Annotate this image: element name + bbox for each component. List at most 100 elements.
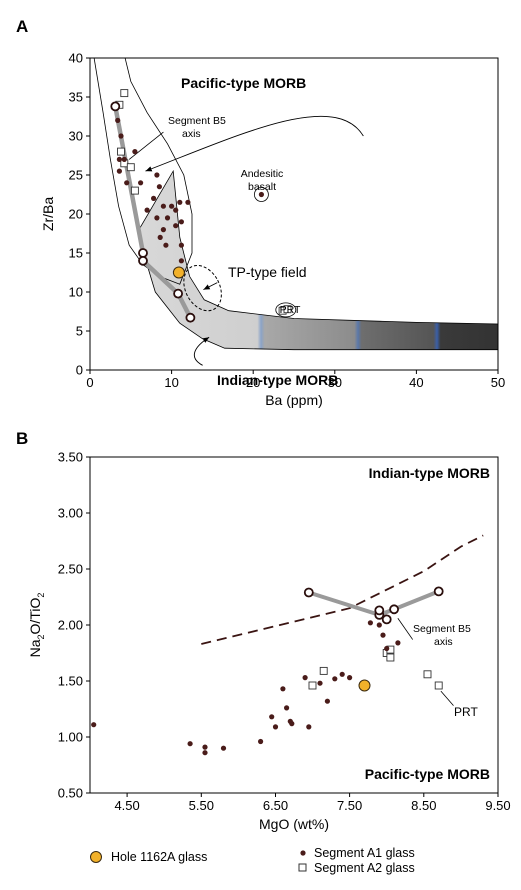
annotation-pacific-type-morb-b: Pacific-type MORB bbox=[365, 766, 490, 782]
legend-marker-a2 bbox=[298, 863, 307, 872]
panel-a-y-tick-label-25: 25 bbox=[69, 168, 83, 183]
panel-b-y-tick-label-3.00: 3.00 bbox=[58, 506, 83, 521]
panel-a-segment-a1-glass-point-0 bbox=[115, 117, 121, 123]
panel-b-x-tick-label-8.50: 8.50 bbox=[411, 798, 436, 813]
panel-a-segment-a1-glass-point-15 bbox=[160, 227, 166, 233]
panel-b-segment-a1-glass-point-18 bbox=[347, 675, 353, 681]
panel-b-y-tick-label-0.50: 0.50 bbox=[58, 786, 83, 801]
panel-b-y-tick-label-1.50: 1.50 bbox=[58, 674, 83, 689]
panel-a-segment-a1-glass-point-17 bbox=[169, 203, 175, 209]
panel-b-plot: 4.50 5.50 6.50 7.50 8.50 9.50 0.50 1.00 1.50 2.00… bbox=[58, 450, 511, 814]
annotation-segment-b5-b-2: axis bbox=[434, 636, 453, 648]
panel-a-segment-a2-glass-point-2 bbox=[117, 147, 125, 156]
panel-b-x-tick-label-4.50: 4.50 bbox=[114, 798, 139, 813]
panel-b-data-marks bbox=[91, 534, 484, 756]
panel-b-x-tick-label-6.50: 6.50 bbox=[263, 798, 288, 813]
panel-a-segment-a1-glass-point-19 bbox=[173, 223, 179, 229]
panel-a-y-tick-label-5: 5 bbox=[76, 324, 83, 339]
legend-label-a2: Segment A2 glass bbox=[314, 861, 415, 875]
panel-b-y-tick-label-3.50: 3.50 bbox=[58, 450, 83, 465]
panel-a-x-tick-label-20: 20 bbox=[246, 375, 260, 390]
segment-b5-trend-line-b bbox=[308, 589, 440, 617]
panel-a-segment-a1-glass-point-12 bbox=[154, 215, 160, 221]
panel-b-segment-a1-glass-point-14 bbox=[317, 680, 323, 686]
panel-b-segment-b5-axis-point-3 bbox=[381, 614, 392, 625]
panel-b-segment-a1-glass-point-6 bbox=[269, 714, 275, 720]
legend-marker-a1 bbox=[300, 850, 306, 856]
panel-b-ticks: 4.50 5.50 6.50 7.50 8.50 9.50 0.50 1.00 1.50 2.00… bbox=[58, 450, 511, 814]
panel-b-segment-a1-glass-point-17 bbox=[339, 671, 345, 677]
annotation-andesitic-1: Andesitic bbox=[241, 168, 284, 180]
panel-a-y-tick-label-15: 15 bbox=[69, 246, 83, 261]
y-label-sub-2: 2 bbox=[36, 593, 46, 598]
leader-segment-b5-b bbox=[397, 618, 414, 640]
panel-a-segment-a1-glass-point-25 bbox=[163, 242, 169, 248]
panel-b-segment-b5-axis-point-0 bbox=[303, 587, 314, 598]
andesitic-basalt-ring bbox=[253, 187, 269, 202]
panel-b-segment-a1-glass-point-22 bbox=[384, 645, 390, 652]
indian-type-field-band bbox=[138, 169, 499, 351]
panel-a-segment-a1-glass-point-3 bbox=[121, 156, 127, 162]
panel-b-x-axis-label: MgO (wt%) bbox=[259, 816, 329, 832]
arrow-indian-field bbox=[193, 336, 210, 366]
panel-a-ticks: 0 10 20 30 40 50 0 5 10 15 20 25 30 35 40 bbox=[69, 51, 506, 391]
panel-a-segment-b5-axis-point-3 bbox=[173, 288, 184, 299]
y-label-mid: O/TiO bbox=[27, 598, 43, 635]
leader-segment-b5-a bbox=[128, 131, 164, 160]
panel-b-segment-a1-glass-point-2 bbox=[202, 744, 208, 750]
panel-b-segment-a1-glass-point-13 bbox=[306, 724, 312, 730]
panel-b-y-tick-label-2.50: 2.50 bbox=[58, 562, 83, 577]
panel-a-y-tick-label-40: 40 bbox=[69, 51, 83, 66]
panel-a-segment-a1-glass-point-10 bbox=[154, 172, 160, 178]
panel-a-segment-a1-glass-point-7 bbox=[138, 180, 144, 186]
panel-a-x-tick-label-50: 50 bbox=[491, 375, 505, 390]
panel-a-segment-b5-axis-point-0 bbox=[110, 101, 121, 112]
panel-a-segment-a1-glass-point-22 bbox=[185, 199, 191, 205]
panel-b-segment-a1-glass-point-21 bbox=[380, 632, 386, 638]
tp-type-field-ellipse bbox=[183, 264, 222, 312]
panel-a-segment-b5-axis-point-1 bbox=[138, 248, 148, 258]
leader-prt-b bbox=[440, 690, 454, 706]
panel-a-segment-a1-glass-point-16 bbox=[164, 215, 171, 221]
panel-a-segment-a1-glass-point-6 bbox=[132, 149, 138, 155]
panel-b-segment-a1-glass-point-0 bbox=[91, 722, 97, 728]
arrow-pacific-field bbox=[145, 115, 364, 172]
panel-b-segment-a2-glass-point-0 bbox=[308, 681, 317, 690]
panel-a-x-axis-label: Ba (ppm) bbox=[265, 392, 323, 408]
panel-a-x-tick-label-30: 30 bbox=[328, 375, 342, 390]
annotation-pacific-type-morb-a: Pacific-type MORB bbox=[181, 75, 306, 91]
panel-b-x-tick-label-7.50: 7.50 bbox=[337, 798, 362, 813]
panel-a-segment-a1-glass-point-4 bbox=[116, 168, 122, 174]
panel-b-segment-b5-axis-point-5 bbox=[433, 586, 444, 597]
panel-a-segment-a1-glass-point-13 bbox=[157, 234, 163, 240]
panel-a-fields bbox=[93, 57, 499, 366]
annotation-segment-b5-a-1: Segment B5 bbox=[168, 115, 226, 127]
panel-a-segment-a1-glass-point-11 bbox=[156, 184, 162, 190]
panel-b-y-tick-label-2.00: 2.00 bbox=[58, 618, 83, 633]
panel-b-x-tick-label-9.50: 9.50 bbox=[485, 798, 510, 813]
panel-a-segment-a2-glass-point-4 bbox=[126, 163, 135, 172]
panel-a-segment-b5-axis-point-2 bbox=[138, 255, 148, 266]
panel-a-x-tick-label-10: 10 bbox=[164, 375, 178, 390]
y-label-sub-1: 2 bbox=[36, 634, 46, 639]
panel-a-y-tick-label-10: 10 bbox=[69, 285, 83, 300]
legend-marker-hole-1162a bbox=[90, 851, 102, 863]
annotation-andesitic-2: basalt bbox=[248, 181, 276, 193]
y-label-na: Na bbox=[27, 639, 43, 657]
panel-b-hole-1162a-glass-point-0 bbox=[358, 679, 371, 692]
panel-a-segment-a1-glass-point-5 bbox=[124, 180, 130, 186]
annotation-indian-type-morb-b: Indian-type MORB bbox=[369, 465, 490, 481]
pacific-type-field-outline bbox=[93, 57, 193, 285]
panel-b-segment-a1-glass-point-1 bbox=[187, 741, 193, 747]
panel-a-segment-a1-glass-point-23 bbox=[178, 242, 184, 248]
panel-b-segment-a1-glass-point-9 bbox=[284, 705, 290, 711]
legend: Hole 1162A glass Segment A1 glass Segmen… bbox=[90, 846, 415, 875]
panel-a-label: A bbox=[16, 17, 28, 36]
panel-b-segment-a1-glass-point-20 bbox=[376, 622, 382, 628]
panel-b-segment-a1-glass-point-8 bbox=[280, 686, 286, 692]
panel-a-segment-a1-glass-point-18 bbox=[173, 207, 179, 213]
panel-a-segment-a1-glass-point-24 bbox=[178, 258, 184, 264]
panel-a-segment-b5-axis-point-4 bbox=[185, 312, 196, 323]
panel-a-segment-a2-glass-point-1 bbox=[120, 89, 129, 98]
